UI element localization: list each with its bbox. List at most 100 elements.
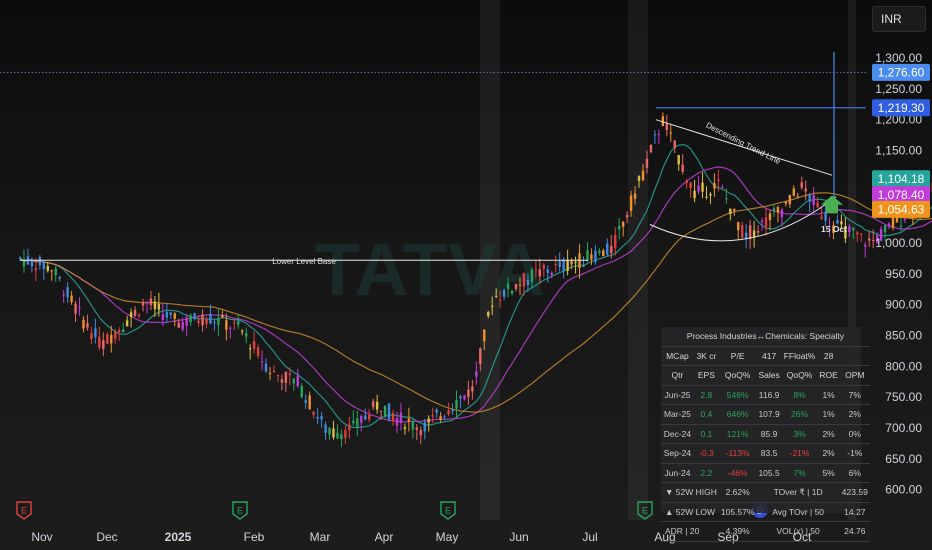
candle-body [165, 311, 169, 318]
x-tick-label: Mar [310, 530, 331, 544]
summary-cell: 417 [756, 346, 782, 366]
y-tick-label: 950.00 [885, 267, 922, 281]
candle-body [661, 116, 665, 127]
candle-body [701, 182, 704, 192]
candle-body [566, 259, 569, 271]
candle-body [641, 170, 645, 180]
candle-body [352, 420, 355, 424]
x-tick-label: Dec [96, 530, 117, 544]
candle-body [891, 217, 895, 228]
candle-body [86, 322, 89, 328]
y-tick-label: 600.00 [885, 483, 922, 497]
table-cell: -113% [718, 443, 757, 464]
candle-body [260, 361, 264, 363]
y-tick-label: 1,150.00 [875, 144, 922, 158]
candle-body [649, 144, 653, 153]
candle-body [733, 209, 736, 211]
candle-body [443, 416, 446, 418]
candle-body [391, 412, 395, 421]
table-cell: -0.3 [693, 443, 719, 464]
table-cell: 2.8 [693, 385, 719, 405]
x-tick-label: Apr [375, 530, 394, 544]
candle-body [153, 301, 157, 310]
candle-body [844, 226, 847, 239]
earnings-event-marker [637, 501, 653, 520]
x-tick-label: Jun [509, 530, 528, 544]
candle-body [780, 209, 784, 218]
candle-body [586, 250, 589, 261]
candle-body [300, 386, 303, 398]
candle-body [645, 158, 649, 168]
watermark-text: TATVA [315, 228, 545, 311]
candle-body [447, 410, 450, 415]
candle-body [808, 195, 811, 202]
event-label: E [21, 506, 27, 516]
stats-cell: 423.59 [839, 482, 870, 503]
candle-body [62, 294, 65, 296]
candle-body [455, 399, 458, 409]
candle-body [546, 269, 549, 274]
event-label: E [445, 506, 451, 516]
table-cell: 8% [781, 385, 818, 405]
candle-body [58, 277, 61, 279]
candle-body [241, 330, 244, 332]
candle-body [379, 410, 383, 412]
candle-body [54, 268, 57, 276]
candle-body [522, 273, 526, 287]
candle-body [848, 226, 851, 232]
table-cell: Sep-24 [661, 443, 694, 464]
event-label: E [237, 506, 243, 516]
table-cell: 2.2 [693, 463, 719, 483]
table-cell: 6% [839, 463, 870, 483]
candle-body [217, 318, 220, 326]
fundamentals-title: Process Industries↔Chemicals: Specialty [661, 327, 870, 347]
candle-body [713, 183, 716, 189]
candle-body [102, 340, 105, 349]
candle-body [181, 321, 184, 330]
table-cell: 2% [817, 424, 840, 444]
candle-body [685, 180, 688, 184]
table-row: Sep-24 -0.3 -113% 83.5 -21% 2% -1% [661, 443, 870, 464]
candle-body [237, 321, 240, 326]
candle-body [125, 320, 129, 327]
candle-body [768, 213, 772, 221]
candle-body [673, 140, 676, 149]
candle-body [70, 295, 73, 302]
candle-body [316, 417, 319, 419]
cup-base-curve [649, 196, 837, 242]
candle-body [18, 257, 22, 259]
candle-body [705, 196, 708, 198]
candle-body [784, 201, 788, 204]
table-cell: 0% [839, 424, 870, 444]
candle-body [491, 305, 494, 307]
summary-cell: 3K cr [693, 346, 719, 366]
candle-body [744, 232, 748, 240]
candle-body [836, 220, 839, 224]
candle-body [364, 415, 367, 420]
candle-body [792, 188, 795, 196]
candle-body [427, 418, 430, 423]
candle-body [312, 411, 315, 415]
candle-body [173, 313, 176, 319]
currency-button[interactable]: INR [872, 6, 926, 32]
candle-body [737, 222, 740, 231]
candle-body [856, 232, 859, 235]
fundamentals-table: Process Industries↔Chemicals: Specialty … [661, 327, 870, 542]
candle-body [387, 403, 391, 420]
candle-body [114, 331, 117, 339]
candle-body [209, 313, 212, 324]
candle-body [483, 329, 486, 342]
y-tick-label: 650.00 [885, 452, 922, 466]
breakout-arrow-icon [821, 195, 843, 214]
candle-body [875, 235, 879, 243]
candle-body [725, 198, 728, 200]
candle-body [709, 194, 712, 196]
candle-body [256, 347, 260, 356]
candle-body [752, 230, 756, 238]
earnings-event-marker [440, 501, 456, 520]
candle-body [66, 287, 69, 298]
candle-body [304, 399, 307, 404]
candle-body [487, 311, 490, 317]
candle-body [602, 250, 605, 257]
